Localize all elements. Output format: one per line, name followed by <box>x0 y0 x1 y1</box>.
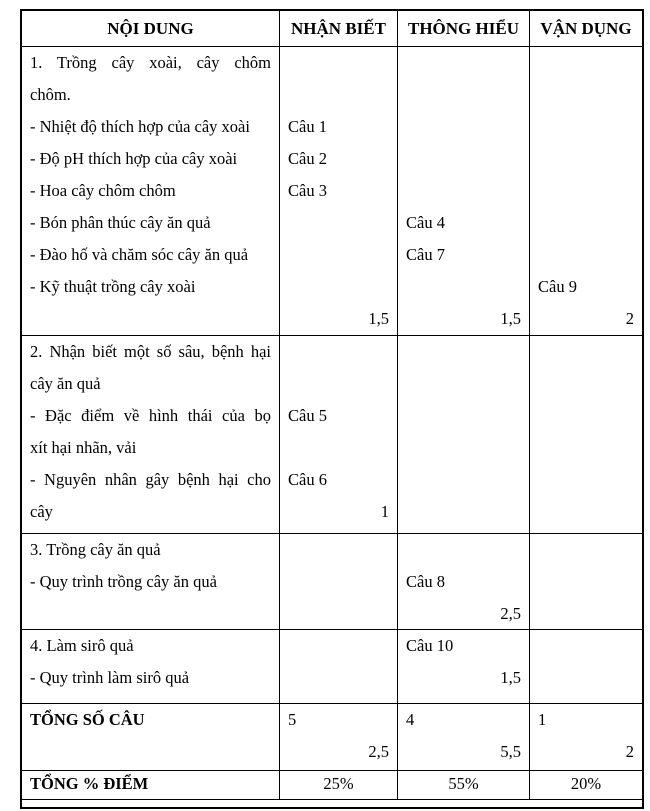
question-ref: Câu 8 <box>406 572 445 591</box>
table-row-section-4: 4. Làm sirô quả - Quy trình làm sirô quả… <box>22 629 642 703</box>
section-2-content-cell: 2. Nhận biết một số sâu, bệnh hại cây ăn… <box>22 336 279 533</box>
total-percent-van-dung-cell: 20% <box>529 771 642 799</box>
question-ref: Câu 2 <box>288 149 327 168</box>
section-1-van-dung-cell: Câu 9 2 <box>529 47 642 335</box>
total-percent-thong-hieu-cell: 55% <box>397 771 529 799</box>
score-value: 2,5 <box>368 742 389 761</box>
content-line: xít hại nhãn, vải <box>30 438 137 457</box>
table-row-total-percent: TỔNG % ĐIỂM 25% 55% 20% <box>22 770 642 799</box>
score-value: 2 <box>625 309 634 328</box>
question-count: 5 <box>288 710 297 729</box>
score-value: 1,5 <box>368 309 389 328</box>
question-ref: Câu 7 <box>406 245 445 264</box>
table-bottom-filler-row <box>22 799 642 807</box>
question-count: 4 <box>406 710 415 729</box>
content-line: 2. Nhận biết một số sâu, bệnh hại <box>30 342 271 361</box>
score-value: 2 <box>625 742 634 761</box>
section-1-content-cell: 1. Trồng cây xoài, cây chôm chôm. - Nhiệ… <box>22 47 279 335</box>
section-2-van-dung-cell <box>529 336 642 533</box>
header-van-dung: VẬN DỤNG <box>529 11 642 46</box>
question-count: 1 <box>538 710 547 729</box>
question-ref: Câu 9 <box>538 277 577 296</box>
question-ref: Câu 3 <box>288 181 327 200</box>
question-ref: Câu 6 <box>288 470 327 489</box>
section-2-thong-hieu-cell <box>397 336 529 533</box>
content-line: 3. Trồng cây ăn quả <box>30 540 161 559</box>
content-line: - Nguyên nhân gây bệnh hại cho <box>30 470 271 489</box>
question-ref: Câu 5 <box>288 406 327 425</box>
content-line: 4. Làm sirô quả <box>30 636 134 655</box>
table-header-row: NỘI DUNG NHẬN BIẾT THÔNG HIỂU VẬN DỤNG <box>22 11 642 46</box>
total-questions-label-cell: TỔNG SỐ CÂU <box>22 704 279 770</box>
section-1-nhan-biet-cell: Câu 1 Câu 2 Câu 3 1,5 <box>279 47 397 335</box>
section-1-thong-hieu-cell: Câu 4 Câu 7 1,5 <box>397 47 529 335</box>
section-3-thong-hieu-cell: Câu 8 2,5 <box>397 534 529 629</box>
total-questions-nhan-biet-cell: 5 2,5 <box>279 704 397 770</box>
content-line: 1. Trồng cây xoài, cây chôm <box>30 53 271 72</box>
table-row-section-2: 2. Nhận biết một số sâu, bệnh hại cây ăn… <box>22 335 642 533</box>
header-nhan-biet: NHẬN BIẾT <box>279 11 397 46</box>
content-line: cây ăn quả <box>30 374 101 393</box>
total-percent-nhan-biet-cell: 25% <box>279 771 397 799</box>
total-questions-label: TỔNG SỐ CÂU <box>30 710 145 729</box>
content-line: - Đào hố và chăm sóc cây ăn quả <box>30 245 249 264</box>
exam-matrix-table: NỘI DUNG NHẬN BIẾT THÔNG HIỂU VẬN DỤNG 1… <box>20 9 644 809</box>
section-2-nhan-biet-cell: Câu 5 Câu 6 1 <box>279 336 397 533</box>
content-line: - Quy trình làm sirô quả <box>30 668 190 687</box>
score-value: 1,5 <box>500 309 521 328</box>
table-row-section-1: 1. Trồng cây xoài, cây chôm chôm. - Nhiệ… <box>22 46 642 335</box>
table-row-total-questions: TỔNG SỐ CÂU 5 2,5 4 5,5 1 2 <box>22 703 642 770</box>
section-4-content-cell: 4. Làm sirô quả - Quy trình làm sirô quả <box>22 630 279 703</box>
question-ref: Câu 10 <box>406 636 454 655</box>
content-line: - Quy trình trồng cây ăn quả <box>30 572 217 591</box>
header-thong-hieu: THÔNG HIỂU <box>397 11 529 46</box>
section-4-thong-hieu-cell: Câu 10 1,5 <box>397 630 529 703</box>
score-value: 1,5 <box>500 668 521 687</box>
section-3-nhan-biet-cell <box>279 534 397 629</box>
total-questions-thong-hieu-cell: 4 5,5 <box>397 704 529 770</box>
table-row-section-3: 3. Trồng cây ăn quả - Quy trình trồng câ… <box>22 533 642 629</box>
section-3-content-cell: 3. Trồng cây ăn quả - Quy trình trồng câ… <box>22 534 279 629</box>
percent-value: 25% <box>323 774 354 793</box>
question-ref: Câu 1 <box>288 117 327 136</box>
total-percent-label-cell: TỔNG % ĐIỂM <box>22 771 279 799</box>
content-line: - Nhiệt độ thích hợp của cây xoài <box>30 117 250 136</box>
percent-value: 55% <box>448 774 479 793</box>
content-line: - Hoa cây chôm chôm <box>30 181 176 200</box>
section-4-nhan-biet-cell <box>279 630 397 703</box>
total-percent-label: TỔNG % ĐIỂM <box>30 774 149 793</box>
content-line: - Kỹ thuật trồng cây xoài <box>30 277 196 296</box>
header-noi-dung: NỘI DUNG <box>107 18 194 38</box>
content-line: - Bón phân thúc cây ăn quả <box>30 213 211 232</box>
percent-value: 20% <box>570 774 602 793</box>
question-ref: Câu 4 <box>406 213 445 232</box>
content-line: cây <box>30 502 53 521</box>
section-4-van-dung-cell <box>529 630 642 703</box>
section-3-van-dung-cell <box>529 534 642 629</box>
total-questions-van-dung-cell: 1 2 <box>529 704 642 770</box>
content-line: chôm. <box>30 85 71 104</box>
content-line: - Độ pH thích hợp của cây xoài <box>30 149 238 168</box>
score-value: 5,5 <box>500 742 521 761</box>
score-value: 1 <box>380 502 389 521</box>
score-value: 2,5 <box>500 604 521 623</box>
content-line: - Đặc điểm về hình thái của bọ <box>30 406 271 425</box>
